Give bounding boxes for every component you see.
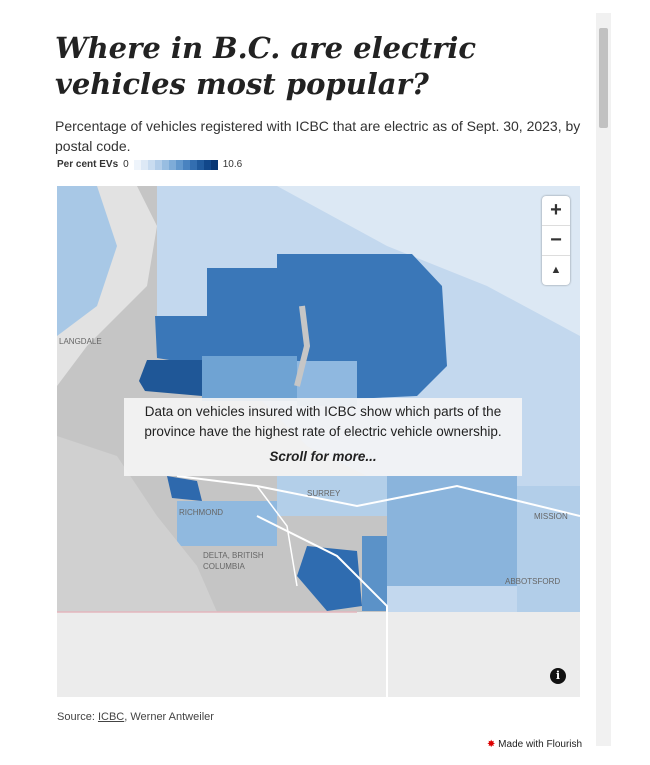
legend-label: Per cent EVs [57, 159, 119, 170]
map-label: COLUMBIA [203, 562, 245, 571]
source-suffix: , Werner Antweiler [124, 711, 214, 723]
map-label: RICHMOND [179, 508, 223, 517]
scrollbar-thumb[interactable] [599, 28, 608, 128]
flourish-credit[interactable]: ✸ Made with Flourish [487, 739, 583, 750]
zoom-controls: + − ▲ [542, 196, 570, 285]
scroll-link[interactable]: Scroll for more... [269, 449, 377, 464]
reset-north[interactable]: ▲ [550, 264, 562, 276]
map-label: SURREY [307, 489, 341, 498]
legend-min: 0 [123, 159, 129, 170]
region [57, 186, 117, 336]
road [176, 475, 580, 517]
scrollbar[interactable] [596, 13, 611, 746]
source: Source: ICBC, Werner Antweiler [57, 711, 214, 723]
region [297, 546, 362, 611]
region [517, 486, 580, 612]
region [362, 536, 387, 611]
legend: Per cent EVs 0 10.6 [57, 159, 242, 170]
region [277, 186, 580, 336]
zoom-in[interactable]: + [542, 196, 570, 226]
region [139, 360, 202, 396]
zoom-out[interactable]: − [542, 226, 570, 256]
legend-gradient [133, 159, 218, 170]
source-link[interactable]: ICBC [97, 711, 125, 723]
region [167, 476, 202, 501]
us-land [57, 612, 580, 697]
title: Where in B.C. are electric vehicles most… [55, 31, 477, 101]
land [57, 436, 217, 612]
map-labels: LANGDALE RICHMOND SURREY MISSION ABBOTSF… [59, 337, 568, 586]
region [387, 476, 517, 586]
lake [294, 305, 311, 387]
source-prefix: Source: [57, 711, 98, 723]
map-label: ABBOTSFORD [505, 577, 560, 586]
credit-text: Made with Flourish [498, 739, 583, 750]
region [177, 501, 277, 546]
road [256, 515, 388, 697]
overlay-text: Data on vehicles insured with ICBC show … [144, 404, 502, 439]
region [202, 356, 297, 401]
map-label: LANGDALE [59, 337, 102, 346]
legend-max: 10.6 [222, 159, 243, 170]
subtitle: Percentage of vehicles registered with I… [55, 118, 581, 154]
region [297, 361, 357, 406]
map-label: DELTA, BRITISH [203, 551, 264, 560]
info-button[interactable]: i [550, 668, 566, 684]
story-overlay: Data on vehicles insured with ICBC show … [124, 398, 522, 476]
road [256, 485, 298, 587]
map-label: MISSION [534, 512, 568, 521]
